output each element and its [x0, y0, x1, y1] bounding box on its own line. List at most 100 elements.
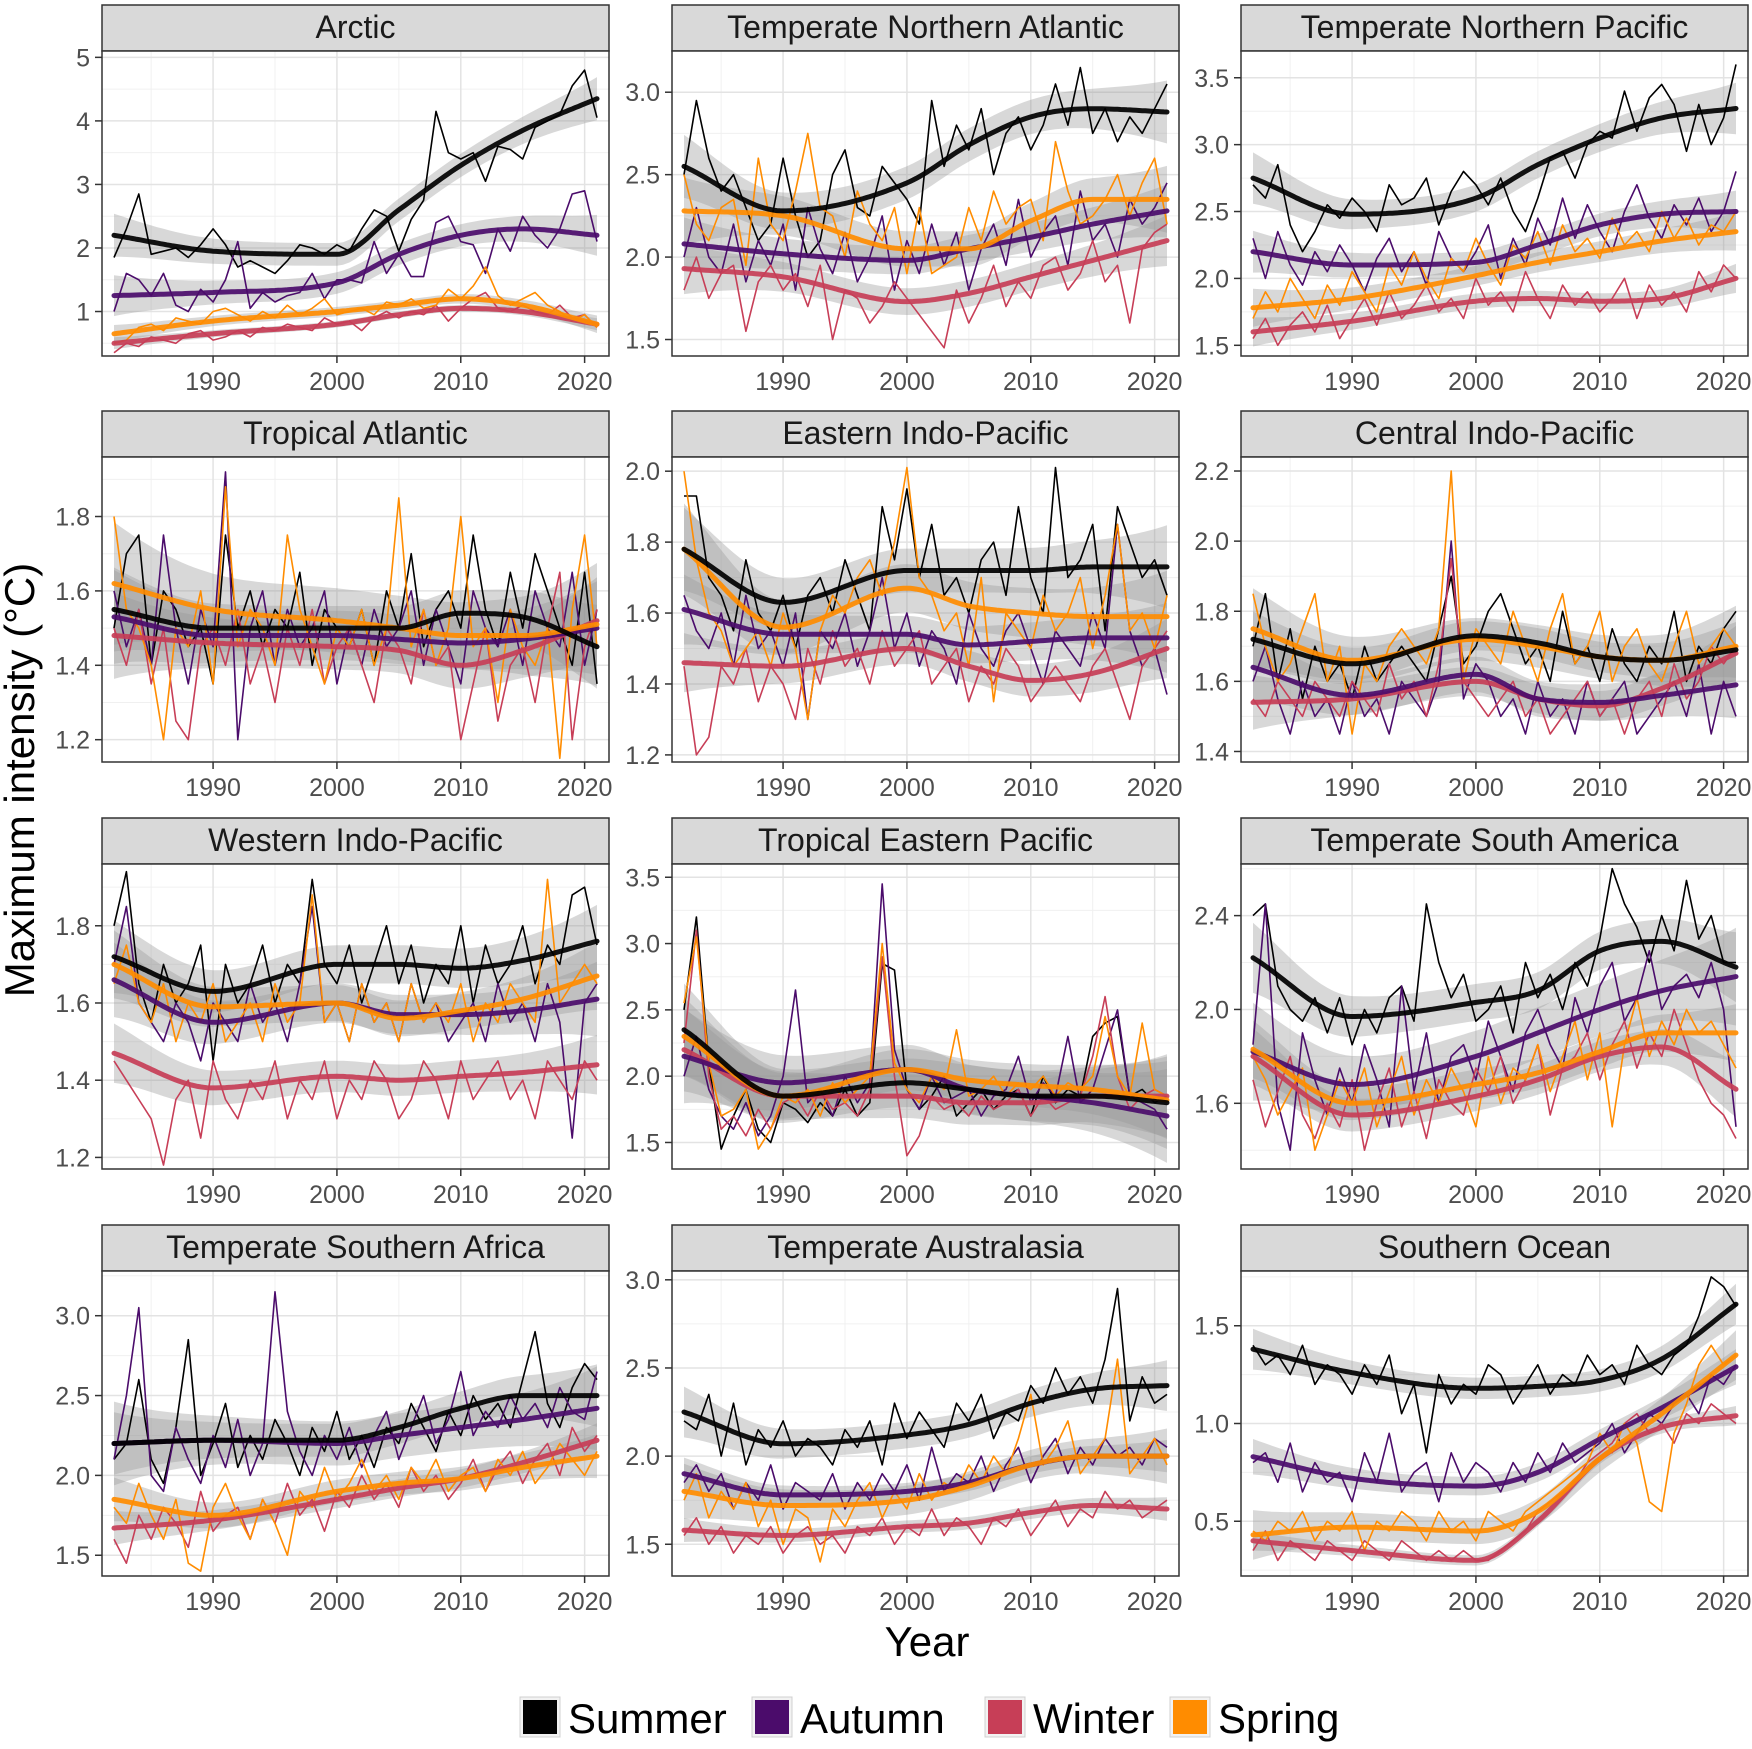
x-tick-label: 2020	[1127, 368, 1183, 396]
series-layer	[681, 883, 1170, 1163]
y-tick-label: 1.5	[55, 1542, 90, 1570]
x-tick-label: 2020	[1127, 1181, 1183, 1209]
y-tick-label: 1.2	[55, 1144, 90, 1172]
plot-area	[672, 457, 1179, 762]
y-tick-label: 3.0	[55, 1303, 90, 1331]
series-layer	[681, 66, 1170, 349]
confidence-band-autumn	[1253, 190, 1736, 278]
x-tick-label: 2020	[557, 1181, 613, 1209]
series-layer	[1250, 867, 1739, 1151]
smooth-line-spring	[111, 581, 600, 638]
smooth-line-winter	[111, 305, 600, 346]
smooth-line-winter	[681, 1503, 1170, 1538]
smooth-line-winter	[1250, 650, 1739, 709]
smooth-line-autumn	[681, 607, 1170, 648]
legend-label: Summer	[568, 1695, 727, 1742]
x-tick-label: 2020	[557, 368, 613, 396]
x-tick-label: 2000	[1448, 774, 1504, 802]
smooth-line-spring	[1250, 1030, 1739, 1106]
y-tick-label: 2.2	[1194, 458, 1229, 486]
series-layer	[1250, 64, 1739, 347]
smooth-line-summer	[1250, 938, 1739, 1019]
y-tick-label: 2.5	[55, 1383, 90, 1411]
facet-panel: Temperate Northern Pacific 1.5 2.0 2.5 3.0 3.…	[1194, 4, 1751, 396]
series-layer	[1250, 470, 1739, 735]
smooth-line-summer	[111, 938, 600, 994]
panel-border	[671, 50, 1180, 357]
facet-title: Temperate Southern Africa	[166, 1229, 545, 1265]
x-tick-label: 2000	[309, 1588, 365, 1616]
smooth-line-winter	[111, 1437, 600, 1531]
y-tick-label: 3.0	[625, 931, 660, 959]
x-tick-label: 2000	[309, 368, 365, 396]
x-tick-label: 2020	[1696, 774, 1752, 802]
smooth-line-spring	[1250, 1352, 1739, 1538]
y-tick-label: 1.5	[625, 327, 660, 355]
plot-area	[102, 457, 609, 762]
annual-line-winter	[683, 929, 1168, 1157]
facet-title: Tropical Eastern Pacific	[758, 822, 1093, 858]
x-tick-label: 2010	[433, 774, 489, 802]
y-tick-label: 0.5	[1194, 1508, 1229, 1536]
smooth-line-summer	[1250, 106, 1739, 217]
y-axis-title: Maximum intensity (°C)	[0, 563, 43, 998]
smooth-line-winter	[111, 1050, 600, 1091]
legend: Summer Autumn Winter Spring	[519, 1695, 1339, 1742]
confidence-band-spring	[1253, 1004, 1736, 1121]
facet-strip	[101, 4, 610, 52]
facet-panel: Arctic 1 2 3 4 5 1990 2000 2010 2020	[76, 4, 613, 396]
x-tick-label: 2020	[1696, 1588, 1752, 1616]
facet-panel: Western Indo-Pacific 1.2 1.4 1.6 1.8 1990 2000…	[55, 817, 613, 1209]
series-layer	[111, 471, 600, 760]
smooth-line-winter	[1250, 275, 1739, 335]
facet-strip	[1240, 1224, 1749, 1272]
x-tick-label: 2020	[1127, 774, 1183, 802]
facet-strip	[671, 1224, 1180, 1272]
panel-border	[101, 50, 610, 357]
facet-panel: Southern Ocean 0.5 1.0 1.5 1990 2000 2010 2020	[1194, 1224, 1752, 1616]
y-tick-label: 1.2	[625, 742, 660, 770]
panel-border	[1240, 50, 1749, 357]
y-tick-label: 1.0	[1194, 1411, 1229, 1439]
series-layer	[111, 1291, 600, 1572]
annual-line-winter	[113, 1060, 598, 1166]
y-tick-label: 1.8	[55, 504, 90, 532]
facet-strip	[101, 410, 610, 458]
y-tick-label: 1.8	[625, 529, 660, 557]
y-tick-label: 2.5	[625, 1355, 660, 1383]
y-tick-label: 3.5	[1194, 65, 1229, 93]
y-tick-label: 4	[76, 108, 90, 136]
smooth-line-spring	[111, 961, 600, 1021]
annual-line-spring	[683, 132, 1168, 275]
facet-title: Tropical Atlantic	[243, 415, 468, 451]
confidence-band-spring	[1253, 1330, 1736, 1560]
legend-item-winter: Winter	[984, 1695, 1154, 1742]
smooth-line-winter	[681, 646, 1170, 683]
series-layer	[111, 69, 600, 354]
series-layer	[1250, 1276, 1739, 1566]
y-tick-label: 2	[76, 235, 90, 263]
facet-title: Western Indo-Pacific	[208, 822, 503, 858]
annual-line-spring	[113, 878, 598, 1043]
y-tick-label: 1.6	[1194, 1090, 1229, 1118]
x-tick-label: 1990	[185, 1588, 241, 1616]
annual-line-summer	[113, 870, 598, 1062]
x-tick-label: 2020	[1127, 1588, 1183, 1616]
annual-line-summer	[683, 66, 1168, 258]
smooth-line-autumn	[1250, 209, 1739, 268]
y-tick-label: 3.0	[625, 79, 660, 107]
smooth-line-spring	[1250, 229, 1739, 311]
y-tick-label: 2.5	[1194, 199, 1229, 227]
facet-strip	[671, 817, 1180, 865]
y-tick-label: 2.0	[625, 458, 660, 486]
smooth-line-winter	[681, 238, 1170, 305]
panel-border	[671, 1270, 1180, 1577]
x-tick-label: 1990	[755, 1181, 811, 1209]
y-tick-label: 2.0	[625, 1443, 660, 1471]
y-tick-label: 3.0	[625, 1267, 660, 1295]
x-tick-label: 2010	[1003, 1588, 1059, 1616]
confidence-band-summer	[684, 983, 1167, 1149]
facet-strip	[1240, 817, 1749, 865]
